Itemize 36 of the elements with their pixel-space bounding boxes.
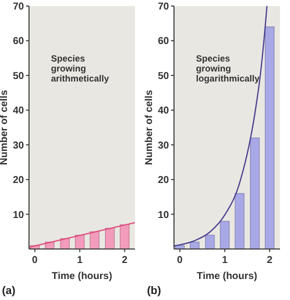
text: (b) [147,285,162,297]
bar [234,193,244,250]
y-tick-label: 20 [12,175,24,186]
y-tick-label: 60 [158,36,170,48]
bar [220,220,230,250]
x-tick-label: 0 [177,255,184,266]
x-tick-label: 1 [222,255,228,266]
y-axis-title: Number of cells [144,90,155,166]
y-tick-label: 20 [158,175,170,186]
text: (a) [2,285,16,297]
bar [120,224,130,250]
y-tick-label: 50 [12,70,24,82]
y-tick-label: 30 [158,140,170,152]
y-tick-label: 70 [12,2,24,12]
x-tick-label: 1 [76,255,83,266]
y-tick-label: 40 [158,106,170,117]
bar [250,138,260,250]
y-tick-label: 30 [12,140,24,152]
x-tick-label: 0 [32,255,38,266]
x-tick-label: 2 [122,255,128,266]
y-tick-label: 70 [158,2,170,12]
annotation: Species growing logarithmically [196,54,260,84]
y-tick-label: 40 [12,106,24,117]
bar [105,228,115,250]
y-tick-label: 10 [158,210,170,221]
x-tick-label: 2 [266,255,273,266]
annotation: Species growing arithmetically [51,54,110,84]
line-series [174,6,268,246]
x-axis-title: Time (hours) [196,271,258,282]
x-axis-title: Time (hours) [52,271,112,282]
bar [264,26,274,250]
bar [205,234,215,250]
y-tick-label: 10 [12,210,24,221]
y-axis-title: Number of cells [0,90,10,166]
y-tick-label: 60 [12,36,24,48]
y-tick-label: 50 [158,70,170,82]
